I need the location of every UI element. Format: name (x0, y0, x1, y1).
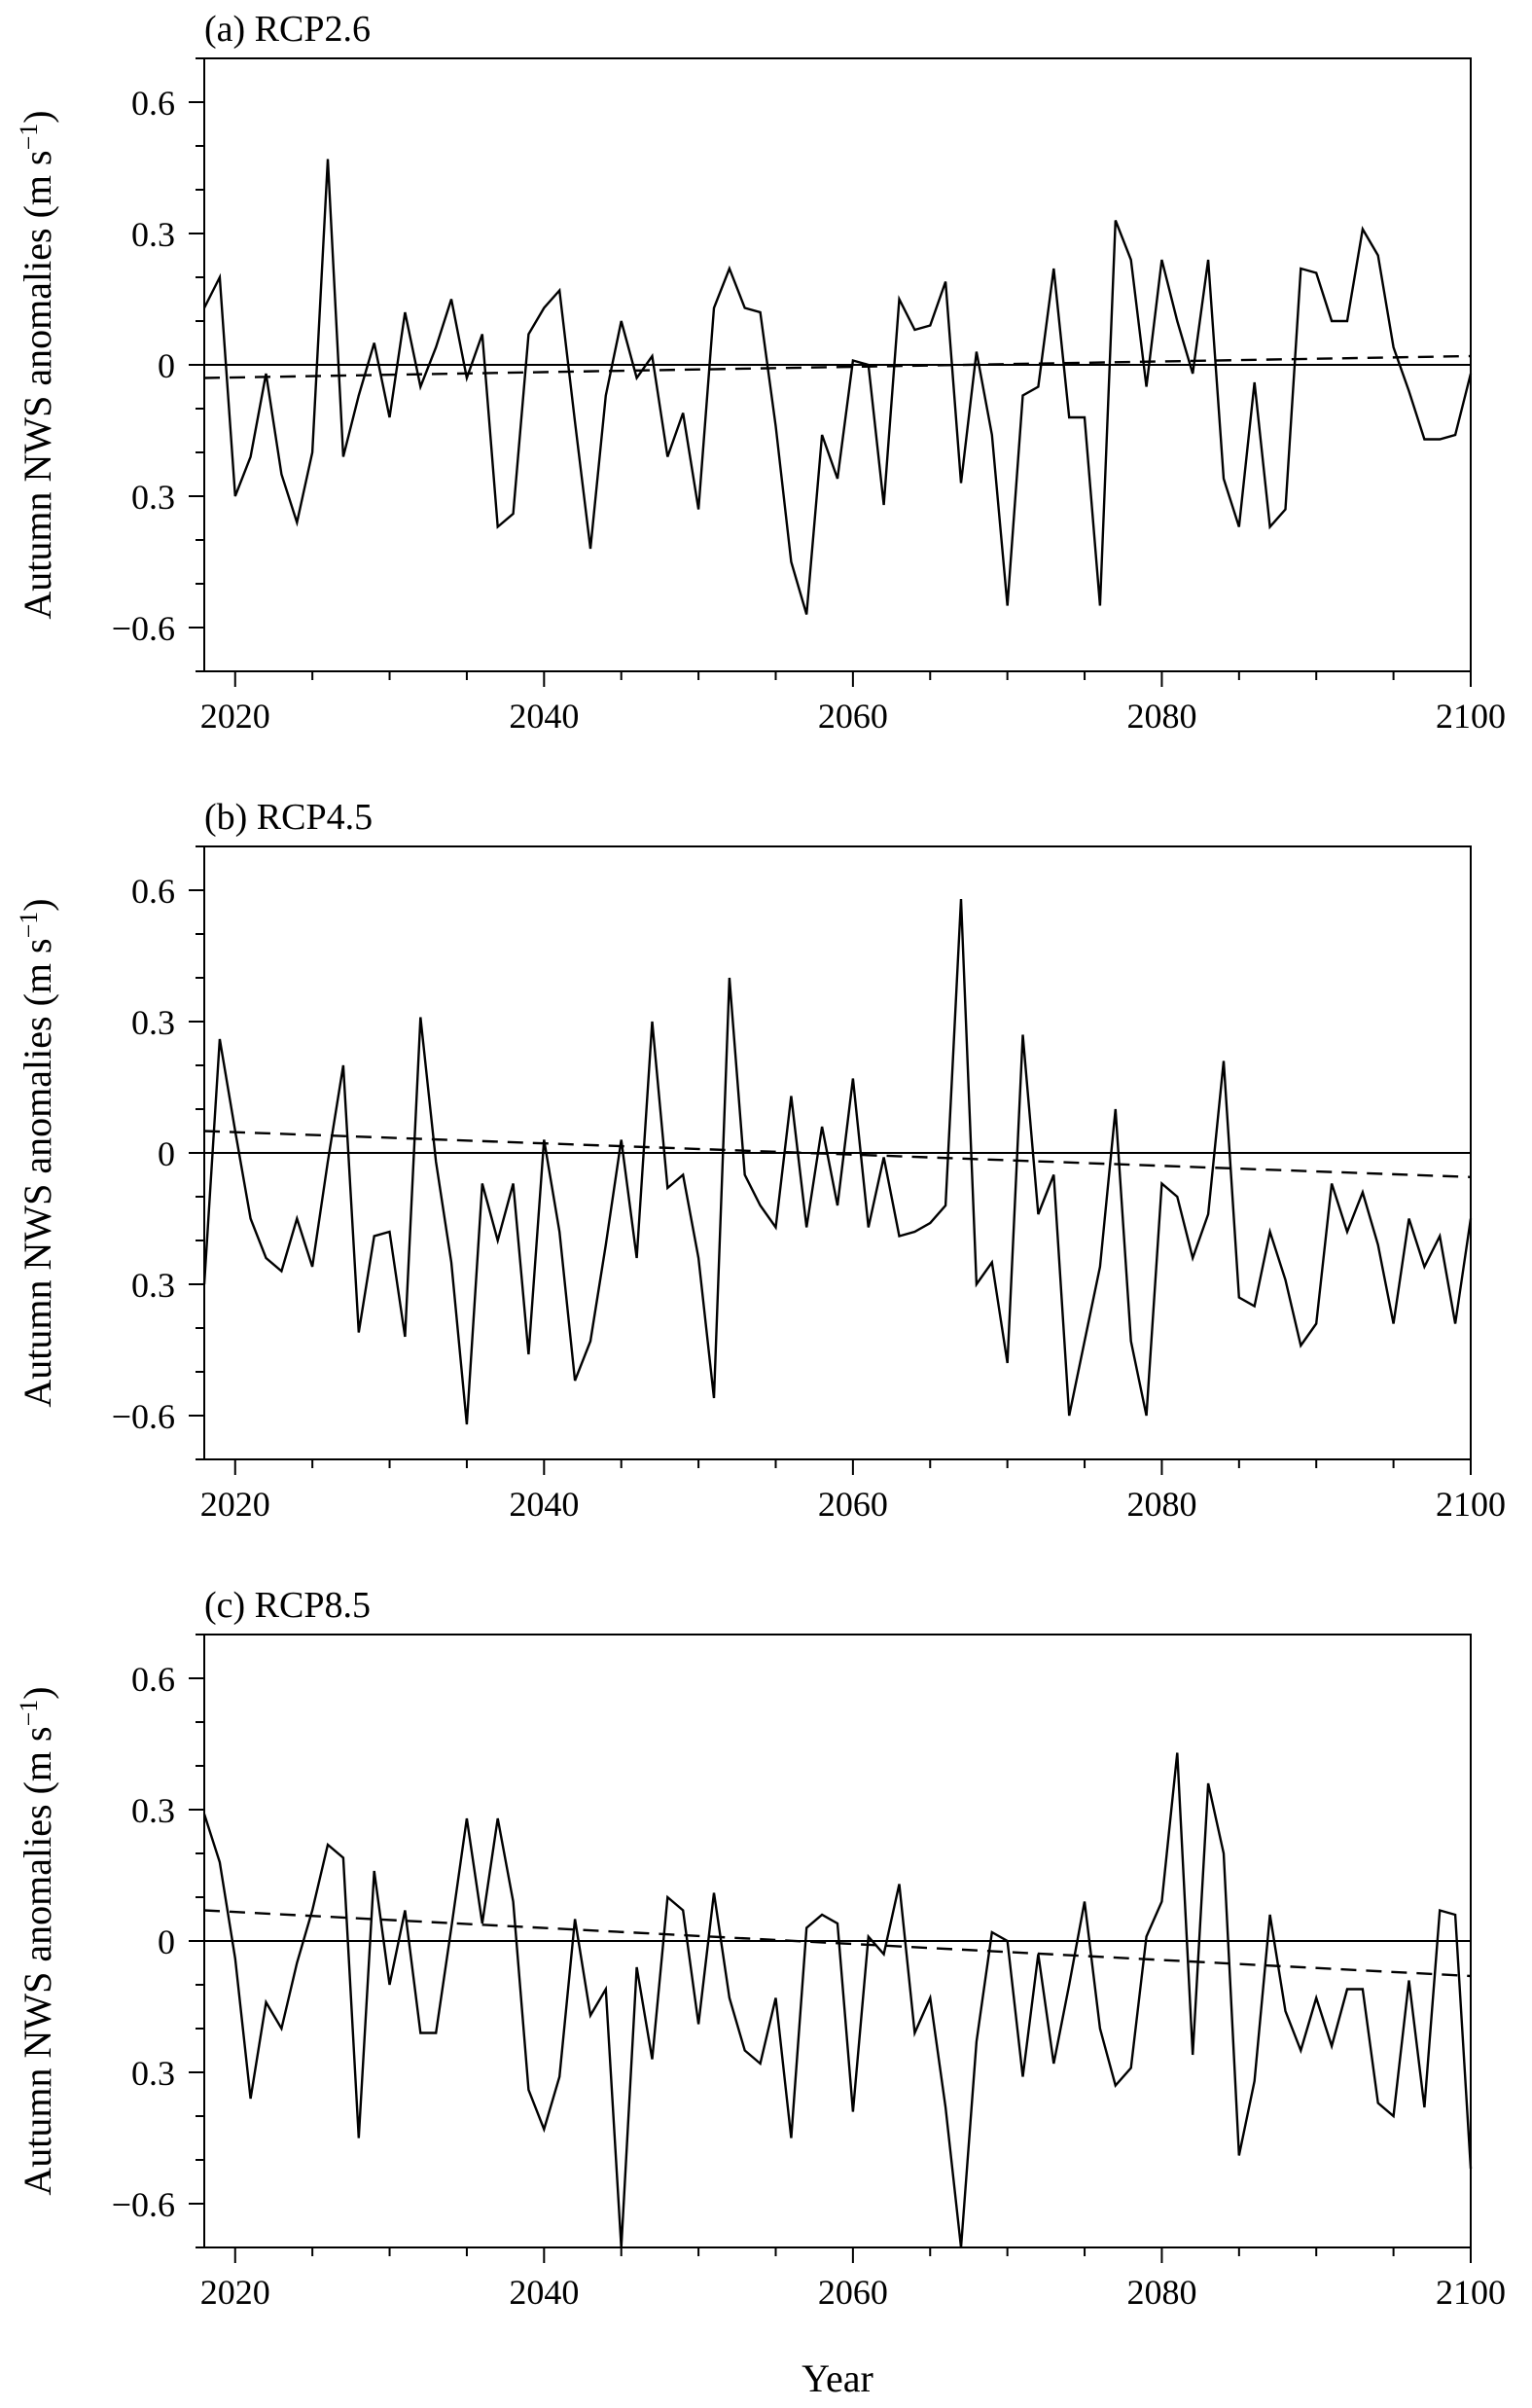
ylabel-text: Autumn NWS anomalies (m s (16, 150, 59, 619)
panel-a-x-tick-label: 2060 (818, 697, 888, 736)
panel-c-anomaly-line (202, 1752, 1473, 2248)
ylabel-unit-exponent: −1 (15, 124, 43, 151)
panel-a-x-tick-label: 2020 (200, 697, 270, 736)
panel-c-x-tick-label: 2100 (1436, 2273, 1506, 2312)
panel-b: (b) RCP4.5 0.6 0.3 0 0.3 −0.6 2020 2040 2060 208… (15, 797, 1506, 1524)
ylabel-close: ) (16, 110, 59, 123)
panel-b-x-tick-label: 2020 (200, 1485, 270, 1524)
panel-c-x-tick-label: 2040 (509, 2273, 579, 2312)
panel-c-y-tick-label: 0 (158, 1923, 175, 1961)
panel-b-y-tick-label: 0.6 (131, 872, 175, 911)
panel-b-x-tick-label: 2060 (818, 1485, 888, 1524)
ylabel-unit-exponent: −1 (15, 1700, 43, 1727)
panel-a-y-tick-label: 0.6 (131, 84, 175, 123)
panel-c-trend-line (203, 1909, 1472, 1978)
panel-b-y-tick-label: 0.3 (131, 1266, 175, 1305)
panel-b-x-tick-label: 2100 (1436, 1485, 1506, 1524)
panel-b-anomaly-line (202, 898, 1473, 1425)
panel-b-ylabel: Autumn NWS anomalies (m s−1) (15, 898, 59, 1407)
panel-a-trend-line (203, 354, 1472, 379)
panel-c-y-tick-label: 0.3 (131, 1791, 175, 1830)
panel-c-y-tick-label: 0.3 (131, 2054, 175, 2093)
panel-a-y-tick-label: 0 (158, 346, 175, 385)
panel-a: (a) RCP2.6 0.6 0.3 0 0.3 −0.6 2020 2040 2060 208… (15, 9, 1506, 736)
panel-a-ylabel: Autumn NWS anomalies (m s−1) (15, 110, 59, 619)
panel-a-y-tick-label: 0.3 (131, 478, 175, 517)
ylabel-close: ) (16, 1686, 59, 1699)
panel-a-y-tick-label: 0.3 (131, 215, 175, 254)
panel-a-x-tick-label: 2080 (1126, 697, 1196, 736)
ylabel-close: ) (16, 898, 59, 911)
panel-c: (c) RCP8.5 0.6 0.3 0 0.3 −0.6 2020 2040 2060 208… (15, 1585, 1506, 2312)
ylabel-text: Autumn NWS anomalies (m s (16, 938, 59, 1407)
panel-c-x-tick-label: 2060 (818, 2273, 888, 2312)
panel-a-plot-frame (203, 57, 1472, 672)
panel-b-x-tick-label: 2080 (1126, 1485, 1196, 1524)
panel-c-x-tick-label: 2020 (200, 2273, 270, 2312)
panel-b-trend-line (203, 1130, 1472, 1178)
panel-b-x-tick-label: 2040 (509, 1485, 579, 1524)
ylabel-unit-exponent: −1 (15, 912, 43, 939)
panel-a-title: (a) RCP2.6 (204, 9, 371, 50)
panel-a-anomaly-line (202, 159, 1473, 615)
panel-b-plot-frame (203, 845, 1472, 1460)
panel-c-y-tick-label: 0.6 (131, 1660, 175, 1699)
ylabel-text: Autumn NWS anomalies (m s (16, 1726, 59, 2195)
panel-c-y-tick-label: −0.6 (112, 2185, 175, 2224)
panel-a-x-tick-label: 2100 (1436, 697, 1506, 736)
panel-b-y-tick-label: −0.6 (112, 1397, 175, 1436)
panel-c-title: (c) RCP8.5 (204, 1585, 371, 1626)
panel-c-plot-frame (203, 1634, 1472, 2248)
panel-b-y-tick-label: 0 (158, 1134, 175, 1173)
panel-a-x-tick-label: 2040 (509, 697, 579, 736)
panel-b-y-tick-label: 0.3 (131, 1003, 175, 1042)
panel-c-x-tick-label: 2080 (1126, 2273, 1196, 2312)
panel-a-y-tick-label: −0.6 (112, 609, 175, 648)
panel-c-ylabel: Autumn NWS anomalies (m s−1) (15, 1686, 59, 2195)
panel-b-title: (b) RCP4.5 (204, 797, 373, 838)
x-axis-label: Year (802, 2356, 873, 2400)
